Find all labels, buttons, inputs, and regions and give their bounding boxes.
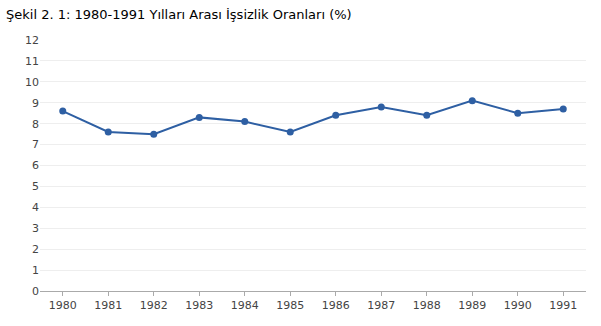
svg-text:7: 7 — [32, 138, 39, 151]
svg-text:2: 2 — [32, 243, 39, 256]
svg-text:1991: 1991 — [549, 299, 577, 312]
svg-text:1989: 1989 — [458, 299, 486, 312]
svg-text:1981: 1981 — [94, 299, 122, 312]
svg-text:10: 10 — [25, 76, 39, 89]
svg-text:3: 3 — [32, 222, 39, 235]
svg-text:1990: 1990 — [504, 299, 532, 312]
svg-text:Şekil 2. 1: 1980-1991 Yılları: Şekil 2. 1: 1980-1991 Yılları Arası İşsi… — [6, 7, 352, 22]
svg-text:1982: 1982 — [140, 299, 168, 312]
svg-text:1983: 1983 — [185, 299, 213, 312]
svg-text:1985: 1985 — [276, 299, 304, 312]
svg-text:9: 9 — [32, 97, 39, 110]
svg-text:1: 1 — [32, 264, 39, 277]
svg-text:12: 12 — [25, 34, 39, 47]
svg-text:0: 0 — [32, 285, 39, 298]
svg-text:11: 11 — [25, 55, 39, 68]
svg-text:6: 6 — [32, 159, 39, 172]
svg-text:1980: 1980 — [49, 299, 77, 312]
svg-text:5: 5 — [32, 180, 39, 193]
svg-text:1984: 1984 — [231, 299, 259, 312]
svg-text:4: 4 — [32, 201, 39, 214]
svg-text:1988: 1988 — [413, 299, 441, 312]
svg-text:8: 8 — [32, 118, 39, 131]
svg-text:1986: 1986 — [322, 299, 350, 312]
svg-text:1987: 1987 — [367, 299, 395, 312]
